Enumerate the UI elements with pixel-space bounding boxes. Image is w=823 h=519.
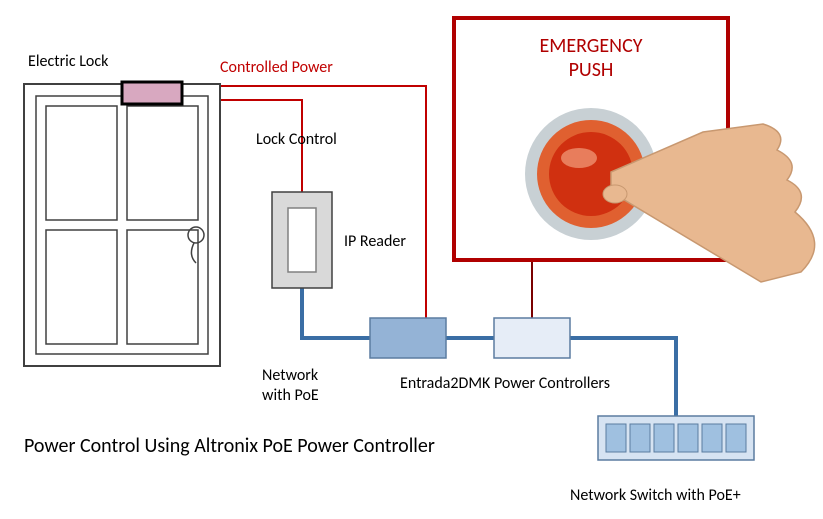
power-controller-left (370, 318, 446, 358)
electric-lock (122, 82, 182, 104)
electric-lock-label: Electric Lock (28, 52, 109, 71)
emergency-label-2: PUSH (569, 58, 614, 82)
network-poe-label-2: with PoE (262, 386, 319, 405)
diagram-title: Power Control Using Altronix PoE Power C… (24, 434, 435, 458)
controlled-power-label: Controlled Power (220, 58, 333, 77)
ip-reader-label: IP Reader (344, 232, 406, 251)
lock-control-label: Lock Control (256, 130, 337, 149)
network-switch-label: Network Switch with PoE+ (570, 486, 741, 505)
poe-wire-reader (302, 288, 370, 338)
network-poe-label-1: Network (262, 366, 319, 385)
power-controller-right (494, 318, 570, 358)
power-controllers-label: Entrada2DMK Power Controllers (400, 374, 610, 393)
network-switch (598, 416, 754, 460)
door (24, 84, 220, 366)
emergency-label-1: EMERGENCY (539, 34, 642, 58)
ip-reader (272, 192, 332, 288)
